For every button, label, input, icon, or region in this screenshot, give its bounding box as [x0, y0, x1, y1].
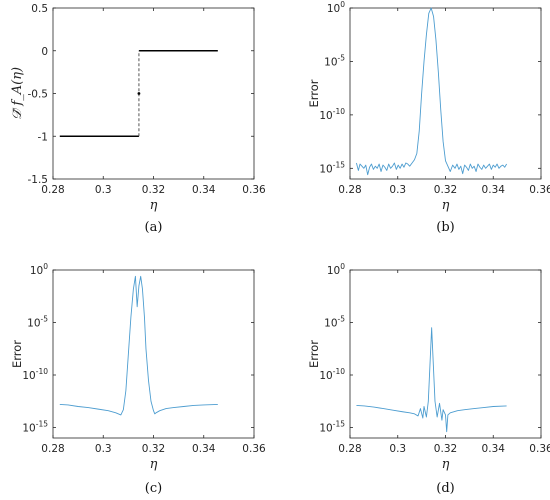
y-tick-label: 100: [327, 262, 345, 277]
y-tick-label: 10-10: [319, 107, 345, 122]
x-tick-label: 0.3: [389, 184, 406, 196]
y-tick-label: 0.5: [31, 3, 48, 15]
plot-frame: [52, 7, 255, 180]
panel-label: (a): [145, 220, 163, 235]
x-tick-label: 0.36: [529, 443, 550, 455]
x-tick-label: 0.36: [242, 443, 266, 455]
y-tick-label: -1: [38, 131, 48, 143]
x-tick-label: 0.36: [242, 184, 266, 196]
y-tick-label: -0.5: [28, 89, 49, 101]
y-axis-label: Error: [10, 340, 24, 368]
x-tick-label: 0.32: [434, 443, 457, 455]
chart-panel-2: 0.28 0.3 0.32 0.34 0.36 100 10-5 10-10 10-15 η Err…: [307, 0, 550, 235]
x-tick-label: 0.34: [192, 443, 216, 455]
x-tick-label: 0.28: [338, 443, 361, 455]
x-tick-label: 0.3: [389, 443, 406, 455]
x-tick-label: 0.28: [338, 184, 361, 196]
y-tick-label: 0: [41, 46, 48, 58]
x-tick-label: 0.32: [142, 443, 165, 455]
y-tick-label: 10-15: [22, 420, 48, 435]
x-tick-label: 0.36: [529, 184, 550, 196]
y-axis-label: Error: [307, 79, 321, 107]
error-series-line: [356, 7, 508, 176]
chart-panel-3: 0.28 0.3 0.32 0.34 0.36 100 10-5 10-10 10-15 η Err…: [10, 262, 266, 496]
y-axis-label: Error: [307, 340, 321, 368]
x-tick-label: 0.34: [482, 443, 506, 455]
plot-frame: [349, 269, 542, 439]
y-tick-label: 10-5: [324, 315, 345, 330]
x-tick-label: 0.28: [41, 184, 64, 196]
y-tick-label: -1.5: [28, 174, 49, 186]
x-tick-label: 0.3: [95, 443, 112, 455]
x-axis-label: η: [442, 457, 450, 472]
panel-label: (c): [145, 481, 162, 496]
y-tick-label: 10-5: [324, 53, 345, 68]
panel-label: (b): [436, 220, 454, 235]
y-tick-label: 10-15: [319, 160, 345, 175]
x-tick-label: 0.3: [95, 184, 112, 196]
panel-label: (d): [436, 481, 454, 496]
y-tick-label: 10-5: [27, 315, 48, 330]
y-tick-label: 100: [327, 0, 345, 15]
x-tick-label: 0.34: [482, 184, 506, 196]
y-tick-label: 100: [30, 262, 48, 277]
x-axis-label: η: [150, 198, 158, 213]
chart-panel-1: 0.28 0.3 0.32 0.34 0.36 -1.5 -1 -0.5 0 0.5 η 𝒟̃ f_A…: [10, 3, 266, 235]
y-tick-label: 10-15: [319, 420, 345, 435]
error-series-line: [356, 327, 507, 433]
x-axis-label: η: [150, 457, 158, 472]
y-axis-label: 𝒟̃ f_A(η): [10, 67, 25, 120]
y-tick-label: 10-10: [319, 367, 345, 382]
midpoint-marker: [137, 92, 141, 95]
x-tick-label: 0.32: [434, 184, 457, 196]
x-tick-label: 0.34: [192, 184, 216, 196]
y-tick-label: 10-10: [22, 367, 48, 382]
plot-frame: [349, 7, 542, 180]
x-tick-label: 0.32: [142, 184, 165, 196]
plot-frame: [52, 269, 255, 439]
error-series-line: [59, 275, 218, 416]
chart-panel-4: 0.28 0.3 0.32 0.34 0.36 100 10-5 10-10 10-15 η Err…: [307, 262, 550, 496]
x-axis-label: η: [442, 198, 450, 213]
x-tick-label: 0.28: [41, 443, 64, 455]
